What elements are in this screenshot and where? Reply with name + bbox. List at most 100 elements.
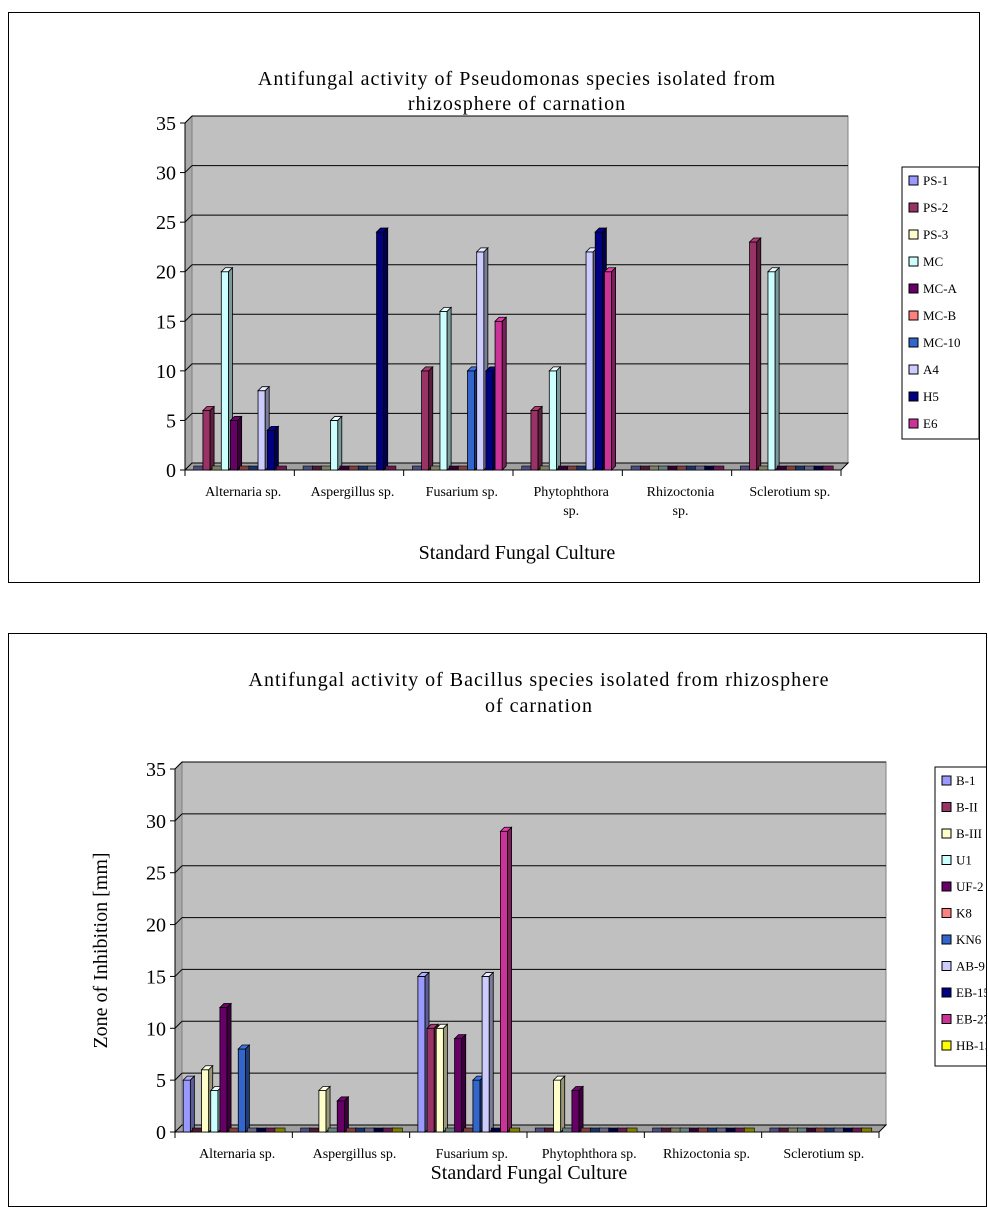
legend-swatch [909, 230, 918, 239]
bar-zero [653, 1128, 663, 1132]
x-category-label: Aspergillus sp. [313, 1147, 397, 1162]
x-category-label: Alternaria sp. [199, 1147, 275, 1162]
bar-zero [726, 1128, 736, 1132]
bar-zero [708, 1128, 718, 1132]
bar [500, 831, 507, 1132]
legend-label: H5 [923, 389, 939, 404]
bar-zero [834, 1128, 844, 1132]
bar [482, 976, 489, 1132]
bar-zero [796, 466, 806, 470]
bar-zero [212, 466, 222, 470]
bar-side [462, 1035, 466, 1132]
bar-side [508, 827, 512, 1132]
bar-zero [814, 466, 824, 470]
bar-zero [590, 1128, 600, 1132]
bar [319, 1091, 326, 1132]
bar-side [443, 1024, 447, 1132]
bar [211, 1091, 218, 1132]
bar-zero [303, 466, 313, 470]
legend-label: MC [923, 254, 943, 269]
bar-zero [192, 1128, 202, 1132]
bar-zero [412, 466, 422, 470]
bar-zero [349, 466, 359, 470]
bar-zero [770, 1128, 780, 1132]
legend-label: HB-15 [956, 1038, 986, 1053]
legend-label: MC-A [923, 281, 958, 296]
legend-label: PS-1 [923, 173, 948, 188]
pseudomonas-chart: Antifungal activity of Pseudomonas speci… [8, 12, 980, 583]
y-tick-label: 10 [146, 1018, 166, 1040]
y-tick-label: 20 [156, 262, 176, 284]
bar [554, 1080, 561, 1132]
bar-side [538, 407, 542, 470]
x-category-label: Sclerotium sp. [749, 485, 830, 500]
legend: PS-1 PS-2 PS-3 MC MC-A MC-B MC-10 A4 H5 E6 [902, 167, 979, 439]
bar-zero [367, 466, 377, 470]
bar-zero [662, 1128, 672, 1132]
bar-zero [449, 466, 459, 470]
legend-swatch [909, 392, 918, 401]
bar-zero [788, 1128, 798, 1132]
legend-label: UF-2 [956, 879, 983, 894]
legend-swatch [942, 856, 951, 865]
legend-swatch [942, 1015, 951, 1024]
bar-side [429, 367, 433, 470]
bar-zero [735, 1128, 745, 1132]
bar-zero [464, 1128, 474, 1132]
bar-zero [686, 466, 696, 470]
bar-zero [797, 1128, 807, 1132]
legend-swatch [942, 803, 951, 812]
bar-zero [627, 1128, 637, 1132]
bar-zero [229, 1128, 239, 1132]
x-category-label: Alternaria sp. [205, 485, 281, 500]
bar-zero [689, 1128, 699, 1132]
bar-zero [266, 1128, 276, 1132]
bar-zero [714, 466, 724, 470]
legend-label: B-1 [956, 773, 976, 788]
bar-zero [695, 466, 705, 470]
y-tick-label: 5 [156, 1070, 166, 1092]
bar [183, 1080, 190, 1132]
y-tick-label: 0 [166, 460, 176, 482]
plot-background [182, 762, 886, 1125]
bar-zero [535, 1128, 545, 1132]
bar [331, 420, 338, 470]
x-category-label: sp. [563, 504, 579, 519]
legend-swatch [942, 935, 951, 944]
bar-zero [744, 1128, 754, 1132]
bar-side [338, 416, 342, 470]
y-tick-label: 5 [166, 410, 176, 432]
bar-zero [275, 1128, 285, 1132]
bar-zero [852, 1128, 862, 1132]
chart-title-line: Antifungal activity of Pseudomonas speci… [258, 68, 776, 90]
pseudomonas-chart-svg: Antifungal activity of Pseudomonas speci… [9, 13, 979, 582]
bacillus-chart-svg: Antifungal activity of Bacillus species … [9, 634, 986, 1206]
x-category-label: Aspergillus sp. [311, 485, 395, 500]
bar-zero [458, 466, 468, 470]
y-tick-label: 25 [146, 863, 166, 885]
bar-zero [510, 1128, 520, 1132]
bar-zero [540, 466, 550, 470]
bar-zero [374, 1128, 384, 1132]
x-axis-label: Standard Fungal Culture [431, 1162, 628, 1184]
legend-swatch [909, 365, 918, 374]
bar-zero [392, 1128, 402, 1132]
y-tick-label: 20 [146, 915, 166, 937]
legend-label: E6 [923, 416, 938, 431]
bar [427, 1028, 434, 1132]
bar-zero [740, 466, 750, 470]
bar-zero [276, 466, 286, 470]
y-tick-label: 25 [156, 212, 176, 234]
legend-swatch [942, 988, 951, 997]
x-category-label: sp. [673, 504, 689, 519]
legend-swatch [909, 419, 918, 428]
bar [220, 1008, 227, 1132]
bar-side [612, 268, 616, 470]
bar-side [227, 1004, 231, 1132]
x-category-label: Fusarium sp. [426, 485, 498, 500]
bar [267, 430, 274, 470]
bar-zero [563, 1128, 573, 1132]
legend-label: EB-15 [956, 985, 986, 1000]
bar [486, 371, 493, 470]
bar [422, 371, 429, 470]
